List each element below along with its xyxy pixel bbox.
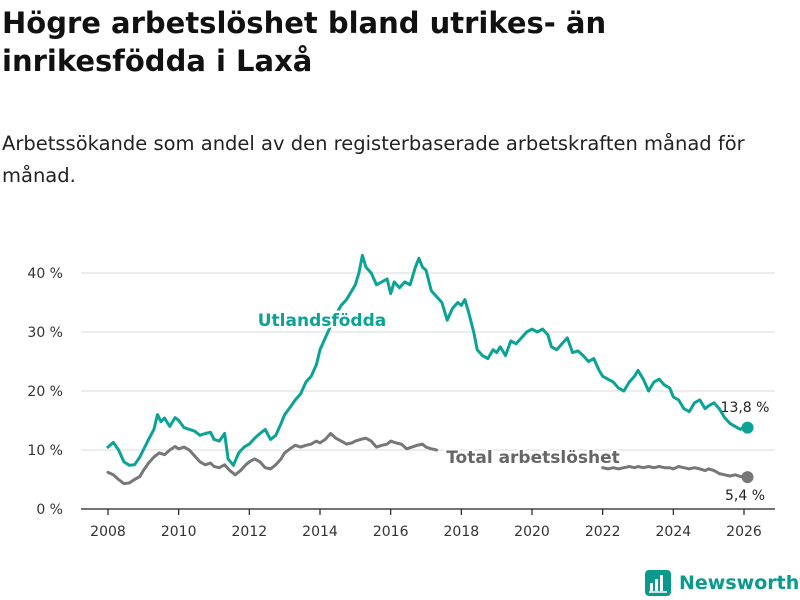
x-tick-label: 2014 xyxy=(302,524,338,540)
end-point-utlandsfodda xyxy=(741,421,754,434)
x-axis-ticks: 2008 2010 2012 2014 2016 2018 2020 2022 2024 2026 xyxy=(81,508,775,540)
x-tick-label: 2026 xyxy=(726,524,762,540)
chart-title: Högre arbetslöshet bland utrikes- än inr… xyxy=(2,6,607,78)
chart-subtitle: Arbetssökande som andel av den registerb… xyxy=(2,132,745,187)
y-tick-label: 30 % xyxy=(27,325,63,341)
y-tick-label: 10 % xyxy=(27,443,63,459)
y-axis-ticks: 0 % 10 % 20 % 30 % 40 % xyxy=(27,266,63,518)
series-labels: 13,8 % 5,4 % Utlandsfödda Total arbetslöshe… xyxy=(255,309,770,505)
x-tick-label: 2024 xyxy=(656,524,692,540)
x-tick-label: 2008 xyxy=(90,524,126,540)
y-tick-label: 0 % xyxy=(36,502,63,518)
y-tick-label: 20 % xyxy=(27,384,63,400)
end-label-utlandsfodda: 13,8 % xyxy=(721,400,770,416)
grid-lines xyxy=(81,272,775,451)
x-tick-label: 2020 xyxy=(514,524,550,540)
x-tick-label: 2018 xyxy=(444,524,480,540)
series-lines xyxy=(106,253,754,486)
series-line-total xyxy=(106,432,439,486)
x-tick-label: 2012 xyxy=(232,524,268,540)
x-tick-label: 2022 xyxy=(585,524,621,540)
series-label-utlandsfodda: Utlandsfödda xyxy=(258,311,387,331)
series-line-total-tail xyxy=(601,465,749,479)
brand-logo: Newsworthy xyxy=(645,569,800,597)
end-point-total xyxy=(741,471,754,484)
newsworthy-logo-icon xyxy=(645,570,671,596)
y-tick-label: 40 % xyxy=(27,266,63,282)
x-tick-label: 2016 xyxy=(373,524,409,540)
series-label-total: Total arbetslöshet xyxy=(446,448,620,468)
end-label-total: 5,4 % xyxy=(725,488,765,504)
series-line-utlandsfodda xyxy=(106,253,749,467)
brand-name: Newsworthy xyxy=(679,572,800,594)
x-tick-label: 2010 xyxy=(161,524,197,540)
